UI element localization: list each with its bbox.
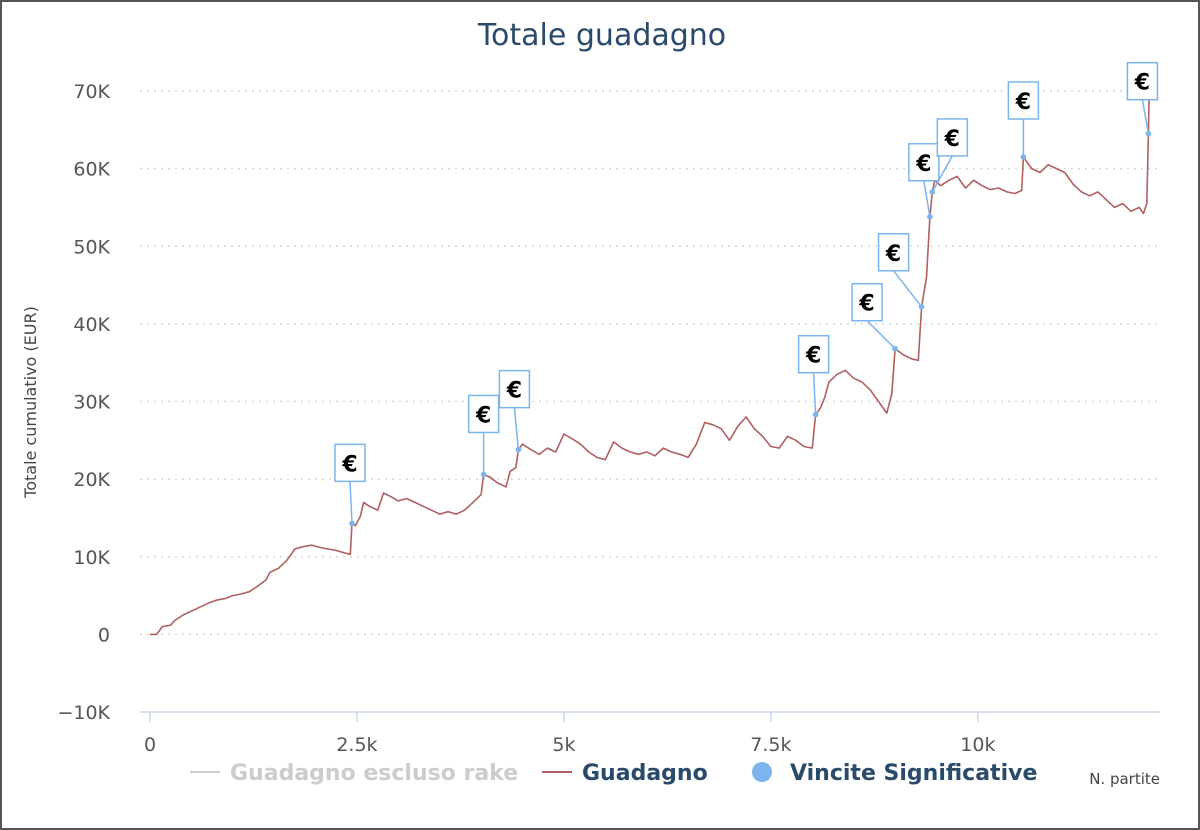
y-tick-label: 10K (73, 547, 110, 569)
callout-connector (866, 320, 896, 350)
callout-box (498, 369, 531, 409)
callout-label: € (885, 242, 901, 267)
callout-box (877, 233, 910, 272)
legend-item[interactable]: Guadagno (542, 761, 708, 786)
significant-win-marker[interactable]: € (1126, 61, 1159, 137)
callout-connector (812, 372, 817, 415)
series-group: € € € € € € € € € € (150, 61, 1159, 636)
win-point[interactable] (349, 520, 355, 527)
y-tick-label: 40K (73, 314, 110, 336)
y-tick-label: 20K (73, 469, 110, 491)
callout-box (1007, 81, 1040, 120)
callout-label: € (858, 292, 874, 317)
significant-win-marker[interactable]: € (929, 118, 969, 195)
callout-connector (931, 155, 953, 193)
callout-box (936, 118, 969, 157)
win-point[interactable] (927, 213, 933, 220)
legend-label: Guadagno escluso rake (230, 761, 518, 786)
callout-box (467, 394, 500, 434)
win-point[interactable] (929, 189, 936, 195)
win-point[interactable] (480, 471, 487, 478)
x-axis: 0 2.5k 5k 7.5k 10k (140, 711, 1160, 756)
y-tick-label: 60K (73, 159, 110, 181)
x-tick-label: 2.5k (336, 734, 377, 756)
win-point[interactable] (515, 446, 522, 453)
grid-lines (140, 90, 1160, 636)
significant-win-marker[interactable]: € (908, 143, 940, 220)
callout-label: € (805, 344, 821, 369)
y-tick-label: 50K (73, 236, 110, 258)
x-tick-label: 5k (552, 734, 575, 756)
y-tick-label: −10K (57, 702, 110, 724)
series-line-guadagno (150, 90, 1150, 636)
legend-label: Vincite Significative (790, 761, 1037, 786)
legend-item[interactable]: Guadagno escluso rake (190, 761, 518, 786)
x-tick-label: 10k (960, 734, 995, 756)
y-tick-label: 30K (73, 392, 110, 414)
win-point[interactable] (918, 303, 925, 310)
callout-box (851, 282, 883, 322)
significant-win-marker[interactable]: € (851, 282, 898, 352)
chart-title: Totale guadagno (477, 18, 726, 53)
callout-connector (349, 481, 353, 524)
legend-label: Guadagno (582, 761, 708, 786)
callout-label: € (1134, 71, 1150, 96)
x-axis-label: N. partite (1089, 770, 1160, 788)
callout-label: € (1015, 90, 1031, 115)
win-point[interactable] (812, 411, 819, 418)
significant-win-marker[interactable]: € (334, 443, 366, 527)
win-point[interactable] (892, 345, 898, 352)
callout-label: € (506, 379, 522, 404)
x-tick-label: 0 (144, 734, 156, 756)
win-point[interactable] (1145, 130, 1152, 137)
significant-win-marker[interactable]: € (498, 369, 531, 453)
y-tick-label: 70K (73, 81, 110, 103)
y-tick-label: 0 (98, 624, 110, 646)
callout-label: € (915, 152, 931, 177)
callout-connector (923, 180, 931, 217)
y-axis-ticks: −10K 0 10K 20K 30K 40K 50K 60K 70K (57, 81, 110, 724)
callout-box (334, 443, 366, 483)
significant-win-marker[interactable]: € (877, 233, 925, 310)
win-point[interactable] (1020, 154, 1027, 160)
legend: Guadagno escluso rake Guadagno Vincite Sig… (190, 761, 1037, 786)
callout-connector (1141, 99, 1150, 134)
callout-box (908, 143, 940, 182)
y-axis-label: Totale cumulativo (EUR) (21, 306, 40, 499)
callout-box (1126, 61, 1159, 101)
callout-label: € (341, 452, 357, 477)
callout-label: € (944, 127, 960, 152)
x-tick-label: 7.5k (750, 734, 791, 756)
callout-connector (892, 270, 923, 308)
significant-win-marker[interactable]: € (467, 394, 500, 478)
significant-win-marker[interactable]: € (797, 334, 830, 418)
callout-box (797, 334, 830, 374)
legend-symbol (752, 762, 772, 782)
callout-label: € (475, 403, 491, 428)
legend-item[interactable]: Vincite Significative (752, 761, 1037, 786)
callout-connector (513, 407, 520, 450)
significant-win-marker[interactable]: € (1007, 81, 1040, 160)
